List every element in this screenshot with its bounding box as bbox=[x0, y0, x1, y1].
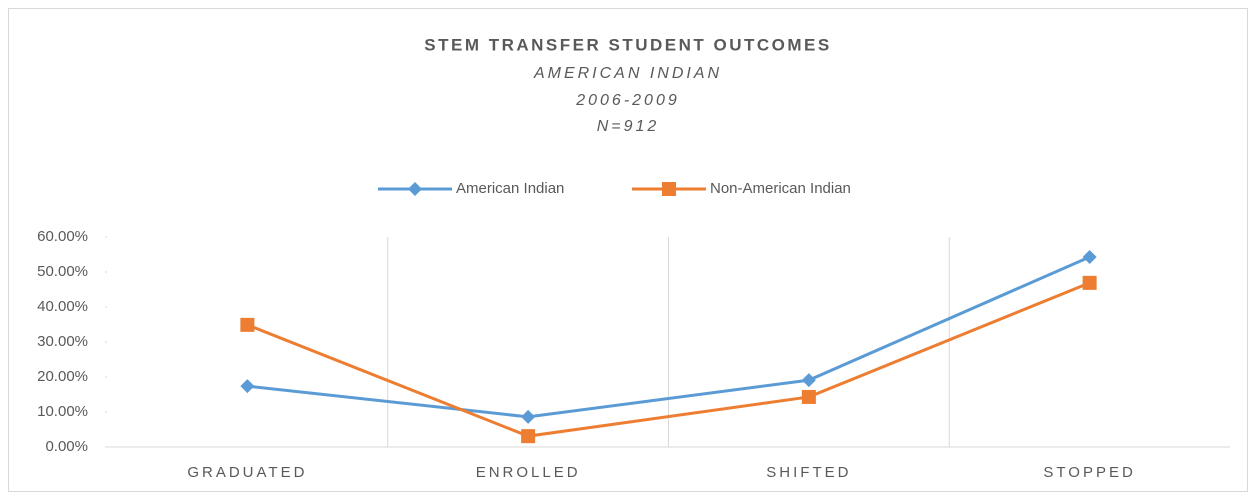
x-tick-label: GRADUATED bbox=[187, 464, 307, 481]
legend-label: Non-American Indian bbox=[710, 180, 851, 197]
marker bbox=[662, 182, 676, 196]
marker bbox=[240, 317, 255, 332]
x-tick-label: SHIFTED bbox=[766, 464, 851, 481]
x-tick-label: ENROLLED bbox=[476, 464, 581, 481]
chart-subtitle: N=912 bbox=[597, 118, 660, 135]
chart-frame bbox=[8, 8, 1248, 492]
marker bbox=[1082, 275, 1097, 290]
chart-subtitle: AMERICAN INDIAN bbox=[533, 65, 722, 82]
y-tick-label: 0.00% bbox=[45, 438, 88, 455]
marker bbox=[240, 379, 255, 394]
marker bbox=[521, 409, 536, 424]
line bbox=[247, 255, 1091, 419]
y-tick-label: 30.00% bbox=[37, 333, 88, 350]
marker bbox=[801, 373, 816, 388]
marker bbox=[521, 429, 536, 444]
line bbox=[246, 281, 1091, 438]
marker bbox=[1082, 249, 1097, 264]
legend-label: American Indian bbox=[456, 180, 564, 197]
y-tick-label: 50.00% bbox=[37, 263, 88, 280]
y-tick-label: 10.00% bbox=[37, 403, 88, 420]
y-tick-label: 20.00% bbox=[37, 368, 88, 385]
y-tick-label: 40.00% bbox=[37, 298, 88, 315]
y-tick-label: 60.00% bbox=[37, 228, 88, 245]
chart-title: STEM TRANSFER STUDENT OUTCOMES bbox=[424, 35, 831, 54]
chart-subtitle: 2006-2009 bbox=[575, 92, 680, 109]
x-tick-label: STOPPED bbox=[1043, 464, 1135, 481]
marker bbox=[801, 389, 816, 404]
marker bbox=[408, 182, 422, 196]
